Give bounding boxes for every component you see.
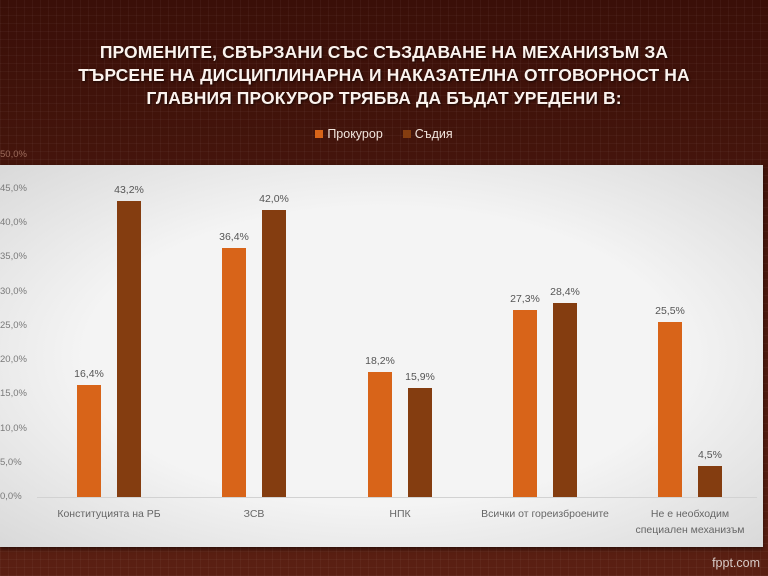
bar-value-label: 43,2% [114,184,144,197]
legend-item-prokuror: Прокурор [315,127,383,141]
legend-swatch-sadiya [402,130,411,138]
legend-swatch-prokuror [315,130,324,138]
bar-sadiya [262,209,286,497]
chart-legend: Прокурор Съдия [0,127,768,141]
category-label-line: Не е необходим [650,508,730,520]
x-category-label: Конституцията на РБ [34,506,184,522]
y-tick-label: 20,0% [0,354,27,366]
chart-title: ПРОМЕНИТЕ, СВЪРЗАНИ СЪС СЪЗДАВАНЕ НА МЕХ… [60,41,708,110]
legend-label-sadiya: Съдия [414,127,453,141]
y-tick-label: 25,0% [0,319,27,331]
x-category-label: НПК [325,506,475,522]
title-line-2: ТЪРСЕНЕ НА ДИСЦИПЛИНАРНА И НАКАЗАТЕЛНА О… [78,65,690,85]
category-label-line: специален механизъм [635,524,745,536]
bar-value-label: 36,4% [219,230,249,243]
x-category-label: Всички от гореизброените [470,506,620,522]
bar-value-label: 15,9% [405,371,435,384]
y-tick-label: 15,0% [0,388,27,400]
y-tick-label: 40,0% [0,217,27,229]
bar-sadiya [408,388,432,497]
bar-prokuror [658,322,682,497]
bar-value-label: 18,2% [365,355,395,368]
y-tick-label: 10,0% [0,422,27,434]
y-tick-label: 35,0% [0,251,27,263]
x-category-label: Не е необходим специален механизъм [615,506,765,538]
footer-watermark: fppt.com [712,556,760,570]
legend-item-sadiya: Съдия [402,127,453,141]
y-tick-label: 50,0% [0,148,27,160]
bar-value-label: 4,5% [698,449,722,462]
bar-prokuror [513,310,537,497]
y-tick-label: 0,0% [0,491,22,502]
category-label-line: ЗСВ [243,508,265,520]
bar-value-label: 16,4% [74,367,104,380]
category-label-line: Конституцията на РБ [57,508,161,520]
title-line-1: ПРОМЕНИТЕ, СВЪРЗАНИ СЪС СЪЗДАВАНЕ НА МЕХ… [99,42,669,62]
y-tick-label: 5,0% [0,456,22,468]
bar-prokuror [77,384,101,497]
y-tick-label: 30,0% [0,285,27,297]
bar-value-label: 42,0% [259,192,289,205]
x-axis-line [37,497,757,498]
x-category-label: ЗСВ [179,506,329,522]
category-label-line: НПК [389,508,411,520]
bar-prokuror [222,247,246,497]
bar-sadiya [553,302,577,497]
legend-label-prokuror: Прокурор [327,127,383,141]
y-tick-label: 45,0% [0,182,27,194]
bar-value-label: 25,5% [655,305,685,318]
bar-sadiya [698,466,722,497]
bar-value-label: 27,3% [510,293,540,306]
category-label-line: Всички от гореизброените [481,508,609,520]
title-line-3: ГЛАВНИЯ ПРОКУРОР ТРЯБВА ДА БЪДАТ УРЕДЕНИ… [146,88,622,108]
bar-prokuror [368,372,392,497]
bar-sadiya [117,201,141,497]
bar-value-label: 28,4% [550,285,580,298]
